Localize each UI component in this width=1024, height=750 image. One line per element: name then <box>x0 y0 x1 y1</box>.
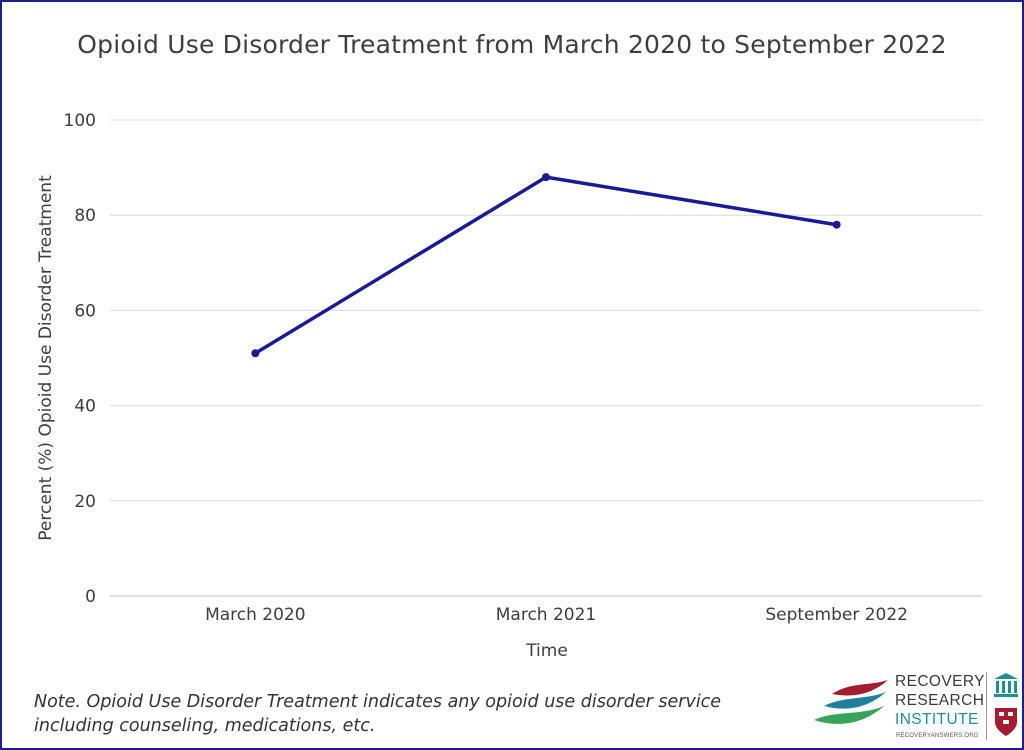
y-tick-label-0: 0 <box>85 587 96 607</box>
x-tick-label-2: March 2021 <box>496 605 597 625</box>
swoosh-icon <box>814 680 888 724</box>
footnote: Note. Opioid Use Disorder Treatment indi… <box>34 692 722 736</box>
x-tick-label-1: March 2020 <box>205 605 306 625</box>
logo-divider <box>986 672 987 740</box>
y-tick-labels: 0 20 40 60 80 100 <box>64 111 96 607</box>
logo-line-1: RECOVERY <box>895 673 985 690</box>
y-tick-label-80: 80 <box>74 206 96 226</box>
y-tick-label-100: 100 <box>64 111 96 131</box>
y-tick-label-40: 40 <box>74 397 96 417</box>
y-tick-label-60: 60 <box>74 301 96 321</box>
series-line-1 <box>253 175 839 355</box>
grid-lines <box>110 119 982 597</box>
recovery-research-institute-logo: RECOVERY RESEARCH INSTITUTE RECOVERYANSW… <box>810 668 1024 750</box>
logo-line-2: RESEARCH <box>895 692 985 709</box>
y-axis-label: Percent (%) Opioid Use Disorder Treatmen… <box>36 175 56 541</box>
x-axis-label: Time <box>525 641 568 661</box>
x-tick-labels: March 2020 March 2021 September 2022 <box>205 605 908 625</box>
logo-wordmark: RECOVERY RESEARCH INSTITUTE <box>895 672 985 729</box>
logo-url: RECOVERYANSWERS.ORG <box>896 733 979 739</box>
data-point-1 <box>251 349 260 358</box>
y-tick-label-20: 20 <box>74 492 96 512</box>
data-point-2 <box>542 173 550 182</box>
series-group <box>251 173 841 358</box>
chart-title: Opioid Use Disorder Treatment from March… <box>77 30 947 59</box>
columns-icon <box>994 673 1018 697</box>
logo-line-3: INSTITUTE <box>895 711 979 728</box>
shield-icon <box>995 708 1017 736</box>
x-tick-label-3: September 2022 <box>765 605 908 625</box>
data-point-3 <box>832 220 841 229</box>
